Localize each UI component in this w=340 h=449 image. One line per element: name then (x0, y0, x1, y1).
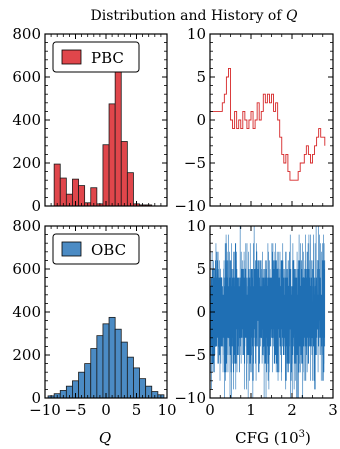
histogram-bar (120, 341, 128, 399)
x-tick-label: 0 (101, 401, 111, 419)
panel-history-obc: −10 −5 0 5 10 0 1 2 3 (174, 217, 337, 419)
figure-title: Distribution and History of Q (91, 8, 298, 24)
y-tick-label: 200 (12, 346, 41, 364)
y-tick-label: 600 (12, 260, 41, 278)
y-tick-label: 10 (187, 25, 206, 43)
y-tick-label: 600 (12, 68, 41, 86)
histogram-bar (126, 356, 134, 399)
legend-label: OBC (91, 241, 126, 259)
histogram-bar (90, 348, 98, 399)
x-tick-label: −5 (64, 401, 86, 419)
y-tick-label: 0 (196, 303, 206, 321)
history-series-line (210, 67, 326, 181)
figure-title-text: Distribution and History of (91, 8, 286, 24)
x-axis-label-cfg-close: ) (305, 429, 311, 447)
x-tick-label: −10 (29, 401, 61, 419)
legend-swatch (61, 49, 82, 65)
x-axis-label-q: Q (99, 429, 111, 447)
y-tick-label: 0 (31, 197, 41, 215)
figure-title-q: Q (286, 8, 298, 24)
panel-history-pbc: −10 −5 0 5 10 (174, 25, 334, 215)
y-tick-label: 800 (12, 217, 41, 235)
histogram-bar (108, 316, 116, 399)
x-tick-label: 3 (328, 401, 338, 419)
histogram-bar (126, 172, 134, 207)
histogram-bar (96, 335, 104, 399)
x-tick-label: 0 (205, 401, 215, 419)
y-tick-label: 400 (12, 111, 41, 129)
x-tick-label: 10 (157, 401, 176, 419)
y-tick-label: 0 (196, 111, 206, 129)
x-axis-label-cfg-exp: 3 (299, 429, 305, 440)
panel-histogram-pbc: 0 200 400 600 800 PBC (12, 25, 168, 215)
y-tick-label: 200 (12, 154, 41, 172)
histogram-bar (84, 363, 92, 399)
y-tick-label: 10 (187, 217, 206, 235)
x-tick-label: 5 (132, 401, 142, 419)
histogram-bar (120, 141, 128, 207)
axes-frame (209, 225, 334, 399)
histogram-bar (114, 55, 122, 207)
legend-swatch (61, 241, 82, 257)
histogram-bar (114, 328, 122, 399)
y-tick-label: −10 (174, 197, 206, 215)
y-tick-label: −10 (174, 389, 206, 407)
x-tick-label: 1 (246, 401, 256, 419)
histogram-bar (102, 323, 110, 399)
axes-frame (44, 225, 168, 399)
histogram-bar (78, 371, 86, 399)
legend-box (52, 233, 140, 265)
y-tick-label: −5 (184, 154, 206, 172)
x-tick-label: 2 (287, 401, 297, 419)
history-series-line (209, 225, 326, 399)
axes-frame (209, 33, 334, 207)
y-tick-label: 0 (31, 389, 41, 407)
axes-frame (44, 33, 168, 207)
y-tick-label: 5 (196, 260, 206, 278)
histogram-bar (102, 144, 110, 207)
x-axis-label-cfg: CFG (103) (235, 429, 311, 447)
y-tick-label: 5 (196, 68, 206, 86)
y-tick-label: −5 (184, 346, 206, 364)
histogram-bar (108, 103, 116, 207)
legend-box (52, 41, 140, 73)
histogram-bar (78, 185, 86, 207)
histogram-bar (53, 163, 61, 207)
panel-histogram-obc: 0 200 400 600 800 −10 −5 0 5 10 OBC (12, 217, 176, 419)
legend-label: PBC (91, 49, 124, 67)
y-tick-label: 800 (12, 25, 41, 43)
histogram-bar (59, 177, 67, 207)
y-tick-label: 400 (12, 303, 41, 321)
